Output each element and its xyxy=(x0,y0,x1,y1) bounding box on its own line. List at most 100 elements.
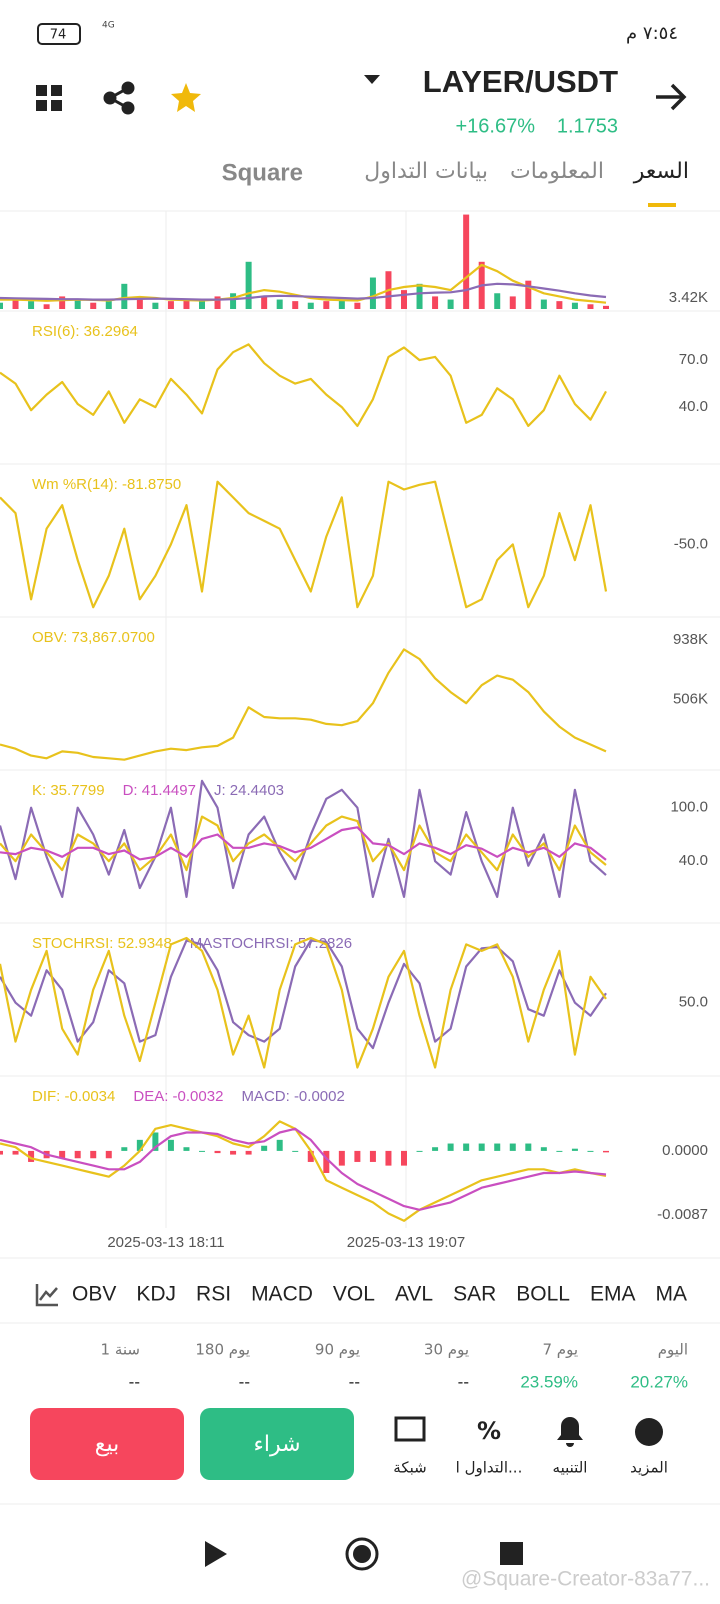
bar xyxy=(463,214,470,309)
tool-label[interactable]: شبكة xyxy=(393,1459,426,1477)
bar xyxy=(307,302,314,309)
bar xyxy=(292,301,299,309)
tab[interactable]: المعلومات xyxy=(510,159,604,184)
bar xyxy=(183,1147,190,1151)
bar xyxy=(245,261,252,309)
bar xyxy=(276,299,283,309)
change: +16.67% xyxy=(455,115,535,137)
indicator-line xyxy=(0,1120,607,1222)
sell-button[interactable] xyxy=(30,1408,184,1480)
indicator-tab[interactable]: KDJ xyxy=(136,1283,176,1306)
indicator-line xyxy=(0,939,607,1050)
bar xyxy=(167,301,174,309)
indicator-line xyxy=(0,480,608,609)
sell-label[interactable]: بيع xyxy=(95,1432,119,1457)
indicator-tab[interactable]: BOLL xyxy=(516,1283,570,1306)
indicator-line xyxy=(0,1127,607,1211)
bar xyxy=(494,1143,501,1151)
grid-icon[interactable] xyxy=(36,85,62,111)
tool-label[interactable]: التنبيه xyxy=(553,1459,588,1477)
perf-value: -- xyxy=(349,1372,360,1391)
bar xyxy=(90,1150,97,1159)
indicator-label: D: 41.4497 xyxy=(123,782,196,799)
bar xyxy=(540,299,547,309)
bar xyxy=(354,1150,361,1162)
bar xyxy=(136,1139,143,1151)
share-icon[interactable] xyxy=(103,81,135,115)
bar xyxy=(525,280,532,309)
tab[interactable]: بيانات التداول xyxy=(364,159,488,184)
svg-text:%: % xyxy=(477,1417,501,1445)
tab[interactable]: Square xyxy=(222,159,303,186)
indicator-tab[interactable]: RSI xyxy=(196,1283,231,1306)
indicator-line xyxy=(0,815,607,872)
tool-label[interactable]: التداول ا... xyxy=(456,1459,523,1477)
y-tick-label: -0.0087 xyxy=(657,1206,708,1223)
network: 4G xyxy=(102,21,115,31)
bar xyxy=(183,299,190,309)
bar xyxy=(292,1150,299,1152)
bar xyxy=(12,1150,19,1155)
nav-home[interactable] xyxy=(345,1537,379,1571)
bar xyxy=(416,1150,423,1152)
bar xyxy=(74,299,81,309)
indicator-label: DIF: -0.0034 xyxy=(32,1088,115,1105)
bar xyxy=(59,296,66,309)
back-arrow[interactable] xyxy=(656,83,687,111)
perf-value: -- xyxy=(129,1372,140,1391)
nav-play[interactable] xyxy=(205,1541,227,1567)
bar xyxy=(571,302,578,309)
indicator-label: RSI(6): 36.2964 xyxy=(32,323,138,340)
bar xyxy=(447,1143,454,1151)
bar xyxy=(494,293,501,309)
bar xyxy=(369,277,376,309)
indicator-label: OBV: 73,867.0700 xyxy=(32,629,155,646)
time: ٧:٥٤ م xyxy=(626,23,678,44)
bar xyxy=(74,1150,81,1159)
bar xyxy=(401,290,407,309)
bar xyxy=(105,1150,112,1159)
tab[interactable]: السعر xyxy=(633,159,689,184)
buy-button[interactable] xyxy=(200,1408,354,1480)
indicator-tab[interactable]: EMA xyxy=(590,1283,636,1306)
indicator-tab[interactable]: SAR xyxy=(453,1283,496,1306)
bar xyxy=(416,283,423,309)
star-icon[interactable] xyxy=(171,83,201,112)
bar xyxy=(540,1147,547,1151)
bar xyxy=(121,1147,128,1151)
tool-label[interactable]: المزيد xyxy=(630,1459,668,1477)
bar xyxy=(307,1150,314,1162)
indicator-tab[interactable]: MACD xyxy=(251,1283,313,1306)
battery-icon xyxy=(37,23,81,45)
indicator-label: DEA: -0.0032 xyxy=(133,1088,223,1105)
bar xyxy=(603,305,609,309)
bar xyxy=(121,283,128,309)
bar xyxy=(509,296,516,309)
bar xyxy=(571,1148,578,1151)
bar xyxy=(556,1150,563,1152)
indicator-line xyxy=(0,826,607,861)
indicator-tab[interactable]: MA xyxy=(655,1283,687,1306)
nav-stop[interactable] xyxy=(500,1542,523,1565)
indicator-icon[interactable] xyxy=(35,1284,58,1307)
bar xyxy=(0,1150,3,1155)
perf-value: 23.59% xyxy=(520,1372,578,1391)
bar xyxy=(59,1150,66,1159)
perf-label: 7 يوم xyxy=(542,1341,578,1359)
bar xyxy=(354,302,361,309)
buy-label[interactable]: شراء xyxy=(253,1432,300,1457)
tool-icons[interactable]: % xyxy=(394,1416,663,1447)
pair: LAYER/USDT xyxy=(423,64,618,99)
bar xyxy=(323,1150,330,1173)
indicator-tab[interactable]: VOL xyxy=(333,1283,375,1306)
bar xyxy=(447,299,454,309)
bar xyxy=(603,1150,609,1153)
bar xyxy=(28,301,35,309)
perf-label: 90 يوم xyxy=(315,1341,360,1359)
bar xyxy=(509,1143,516,1151)
indicator-tab[interactable]: OBV xyxy=(72,1283,116,1306)
dropdown[interactable] xyxy=(364,75,380,84)
perf-value: -- xyxy=(239,1372,250,1391)
bar xyxy=(152,302,159,309)
indicator-tab[interactable]: AVL xyxy=(395,1283,433,1306)
